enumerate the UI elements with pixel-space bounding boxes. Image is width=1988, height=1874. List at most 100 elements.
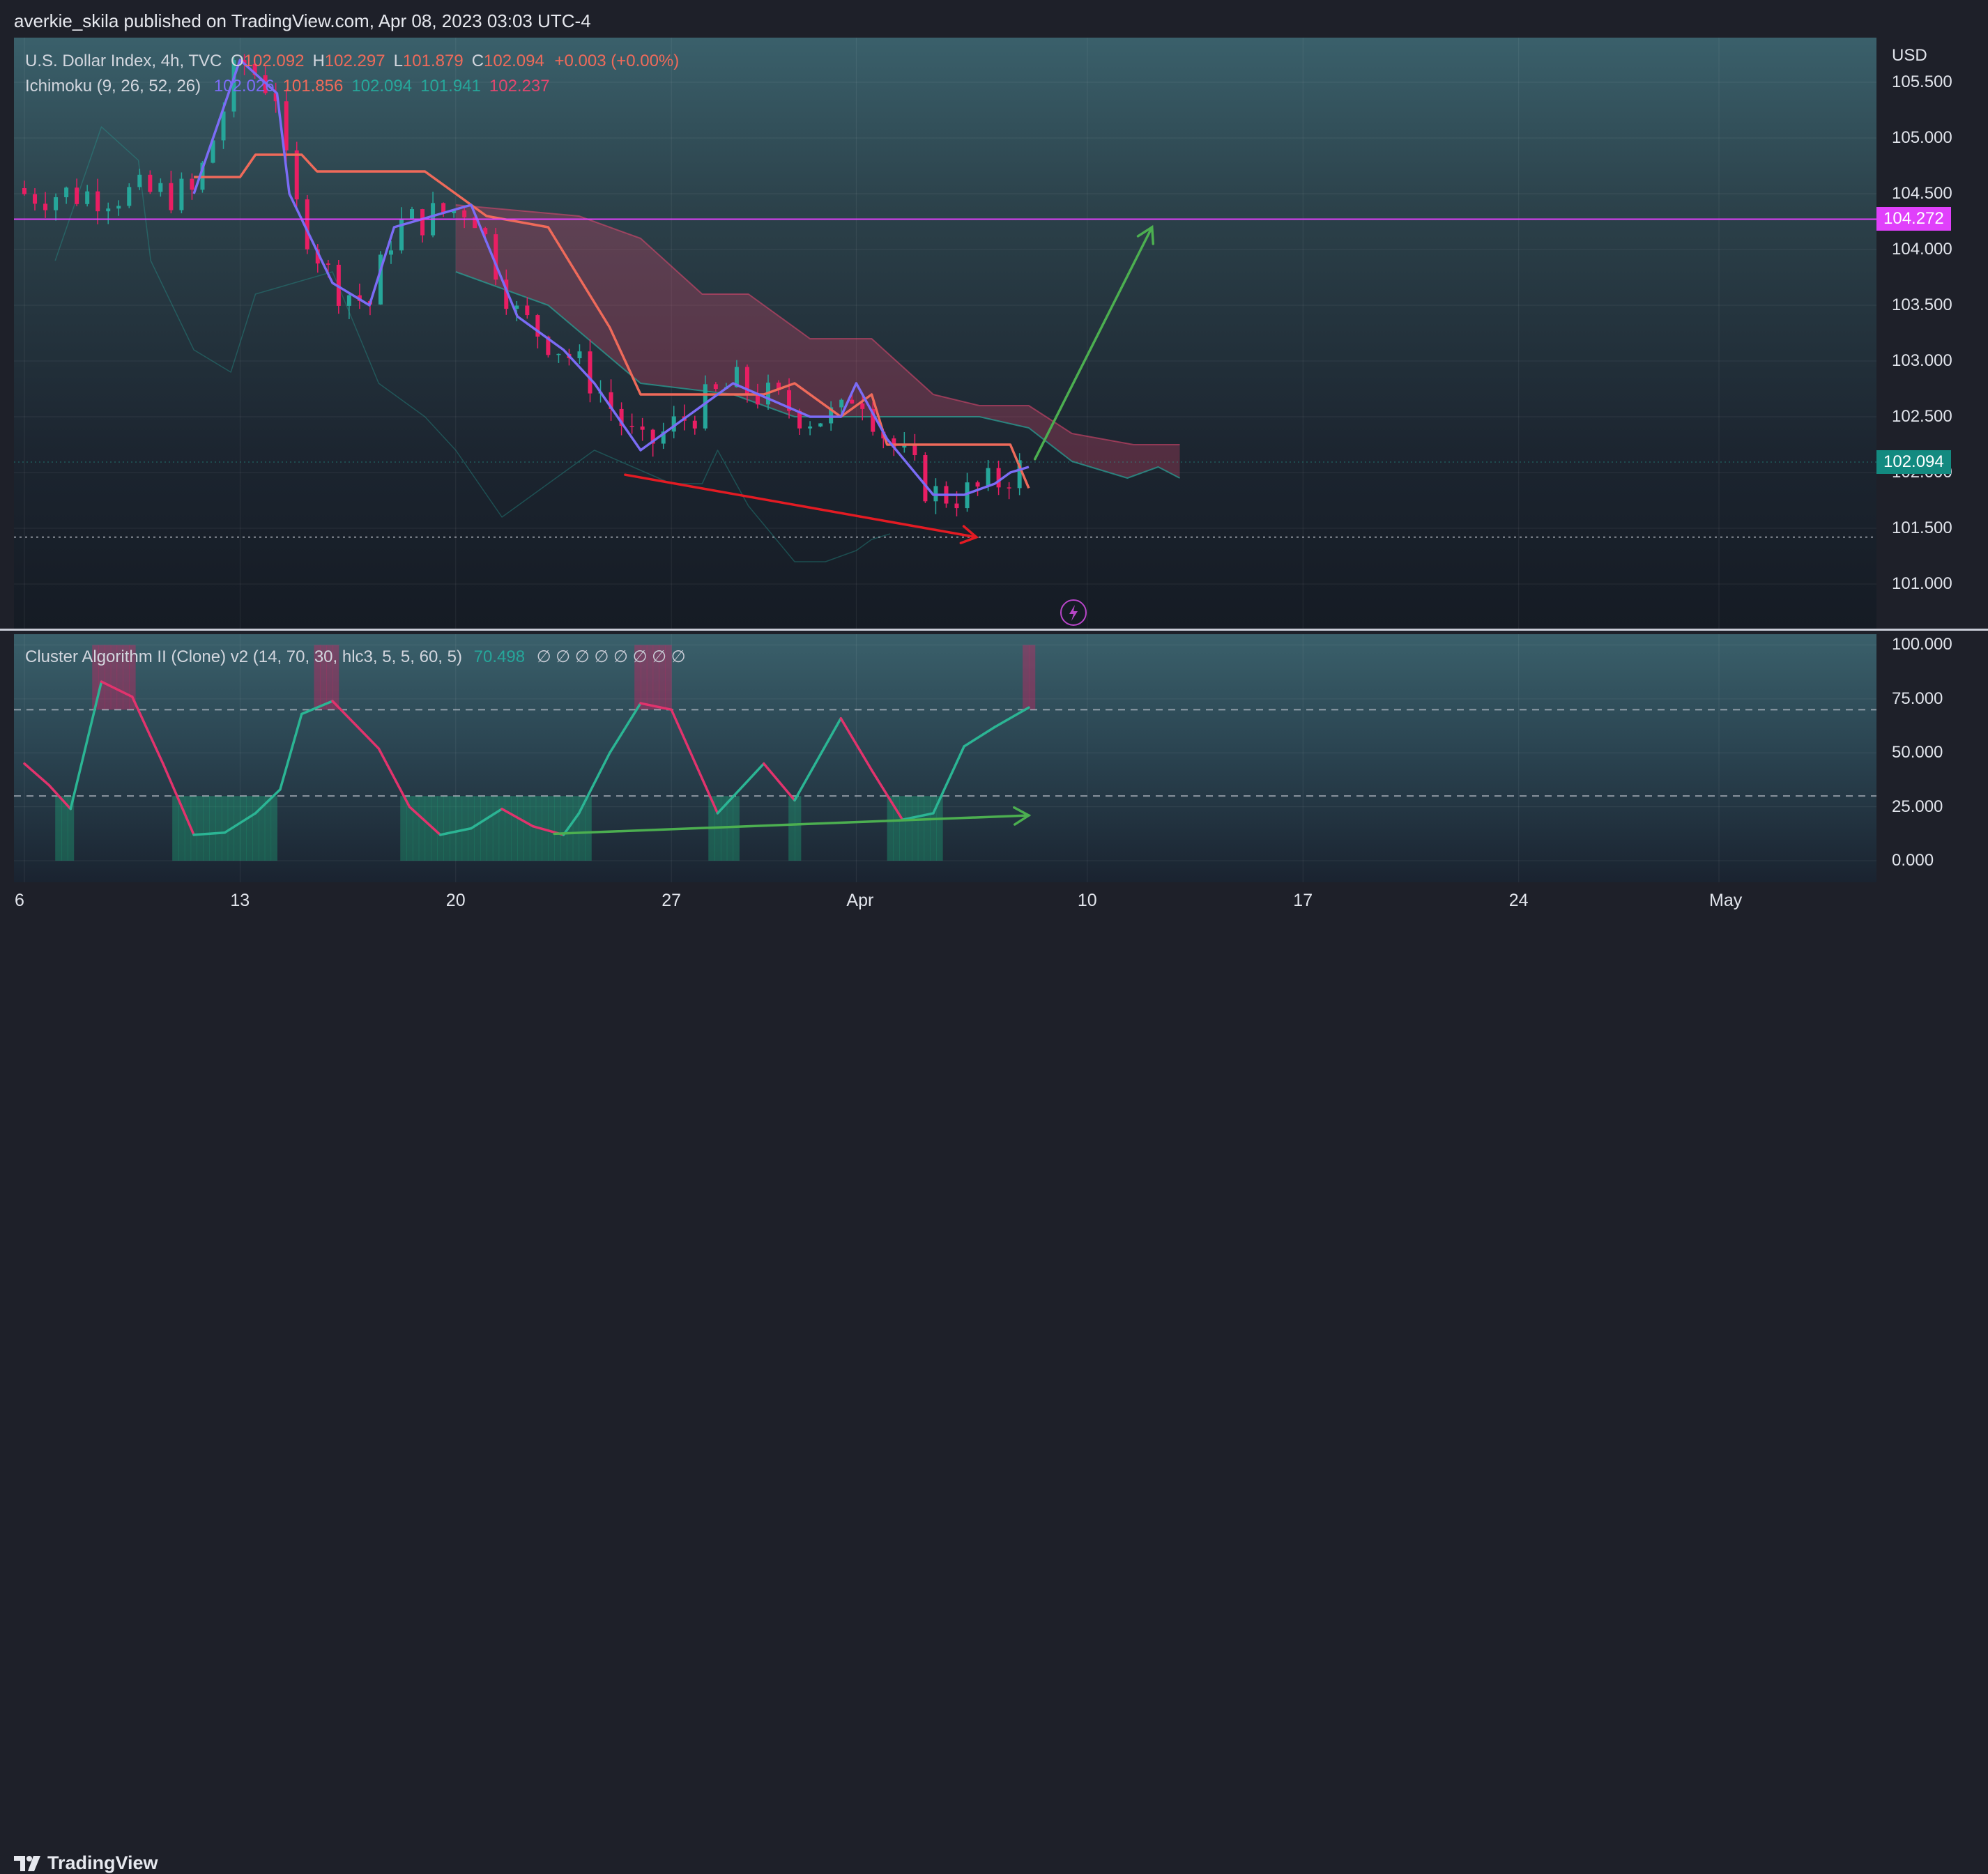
price-axis[interactable]: USD 105.500 105.000 104.500 104.000 103.500 1…: [1876, 38, 1988, 629]
candle-body: [629, 426, 634, 427]
overbought-zone: [92, 645, 99, 710]
oscillator-segment: [223, 812, 257, 834]
oversold-zone: [406, 796, 413, 861]
oscillator-segment: [100, 680, 134, 698]
oscillator-legend[interactable]: Cluster Algorithm II (Clone) v2 (14, 70,…: [25, 647, 686, 667]
green-divergence-arrow-head: [1013, 806, 1032, 826]
oversold-zone: [215, 796, 222, 861]
oversold-zone: [899, 796, 906, 861]
candle-body: [148, 174, 153, 192]
oversold-zone: [61, 796, 68, 861]
overbought-zone: [665, 645, 672, 710]
oscillator-segment: [639, 702, 673, 712]
oversold-zone: [936, 796, 943, 861]
candle-body: [190, 178, 194, 190]
oversold-zone: [240, 796, 247, 861]
candle-body: [619, 408, 624, 427]
oscillator-segment: [716, 762, 765, 815]
oscillator-segment: [870, 769, 904, 821]
overbought-zone: [332, 645, 339, 710]
oscillator-segment: [963, 725, 997, 748]
candle-body: [22, 188, 26, 194]
ohlc-value: 102.092: [243, 52, 305, 70]
ichimoku-legend[interactable]: Ichimoku (9, 26, 52, 26) 102.026 101.856 1…: [25, 77, 679, 96]
candle-body: [116, 206, 121, 209]
price-tick-label: 101.500: [1892, 519, 1952, 537]
candle-body: [410, 209, 415, 219]
price-tick-label: 103.500: [1892, 295, 1952, 314]
candle-body: [640, 426, 645, 430]
oversold-zone: [893, 796, 900, 861]
tradingview-logo[interactable]: TradingView: [14, 1852, 158, 1874]
ichimoku-cloud: [455, 205, 1180, 478]
oscillator-segment: [793, 716, 843, 802]
oversold-zone: [209, 796, 216, 861]
oversold-zone: [172, 796, 179, 861]
oscillator-segment: [300, 700, 334, 716]
oscillator-segment: [69, 680, 103, 811]
oversold-zone: [930, 796, 937, 861]
candle-body: [179, 178, 184, 210]
senkou-span-a: [455, 271, 1180, 479]
candle-body: [252, 63, 257, 75]
candle-body: [797, 410, 802, 429]
ohlc-label: O: [231, 52, 244, 70]
candle-body: [860, 403, 865, 409]
oscillator-grid: [14, 634, 1876, 882]
oversold-zone: [492, 796, 500, 861]
ohlc-value: 102.094: [484, 52, 544, 70]
green-divergence-arrow[interactable]: [553, 814, 1030, 836]
candle-body: [703, 384, 708, 429]
price-tick-label: 104.000: [1892, 240, 1952, 259]
candle-body: [986, 468, 991, 487]
oversold-zone: [511, 796, 518, 861]
overbought-zone: [1023, 645, 1030, 710]
oscillator-pane[interactable]: Cluster Algorithm II (Clone) v2 (14, 70,…: [14, 634, 1876, 882]
overbought-zone: [129, 645, 136, 710]
senkou-span-b: [455, 204, 1180, 445]
oscillator-segment: [839, 716, 873, 771]
main-legend: U.S. Dollar Index, 4h, TVC O102.092 H102.…: [25, 52, 679, 96]
oversold-zone: [270, 796, 277, 861]
overbought-zone: [116, 645, 123, 710]
lightning-icon[interactable]: [1060, 599, 1087, 626]
candle-body: [221, 112, 226, 141]
oversold-zone: [221, 796, 229, 861]
oscillator-segment: [609, 702, 642, 755]
symbol-legend[interactable]: U.S. Dollar Index, 4h, TVC O102.092 H102.…: [25, 52, 679, 71]
oscillator-segment: [577, 751, 611, 815]
price-pane[interactable]: U.S. Dollar Index, 4h, TVC O102.092 H102.…: [14, 38, 1876, 629]
oscillator-axis[interactable]: 100.000 75.000 50.000 25.000 0.000: [1876, 634, 1988, 882]
oscillator-segment: [377, 747, 411, 808]
overbought-zone: [123, 645, 130, 710]
candle-body: [127, 187, 132, 206]
oversold-zone: [554, 796, 561, 861]
oscillator-segment: [192, 831, 227, 836]
candle-body: [546, 336, 551, 355]
oversold-zone: [190, 796, 198, 861]
oscillator-segment: [470, 807, 503, 830]
red-trend-arrow[interactable]: [624, 473, 978, 539]
candle-body: [556, 353, 561, 355]
price-marker-badge: 104.272: [1876, 207, 1951, 231]
oscillator-segment: [254, 788, 282, 815]
price-tick-label: 101.000: [1892, 574, 1952, 593]
oversold-zone: [246, 796, 253, 861]
price-tick-label: 102.500: [1892, 407, 1952, 426]
tradingview-brand: TradingView: [47, 1852, 158, 1873]
price-chart[interactable]: [14, 38, 1876, 629]
oversold-zone: [726, 796, 734, 861]
green-trend-arrow[interactable]: [1034, 226, 1154, 461]
time-tick-label: 27: [662, 891, 681, 910]
pane-divider[interactable]: [0, 629, 1988, 634]
oversold-zone: [474, 796, 481, 861]
kijun-sen: [194, 153, 1030, 489]
oscillator-chart[interactable]: [14, 634, 1876, 882]
candle-body: [892, 438, 896, 448]
candle-body: [326, 263, 330, 265]
oversold-zone: [258, 796, 266, 861]
oscillator-tick-label: 50.000: [1892, 743, 1943, 762]
time-axis[interactable]: 6 13 20 27 Apr 10 17 24 May: [14, 882, 1876, 920]
oscillator-tick-label: 0.000: [1892, 851, 1934, 870]
price-tick-label: 105.000: [1892, 128, 1952, 147]
